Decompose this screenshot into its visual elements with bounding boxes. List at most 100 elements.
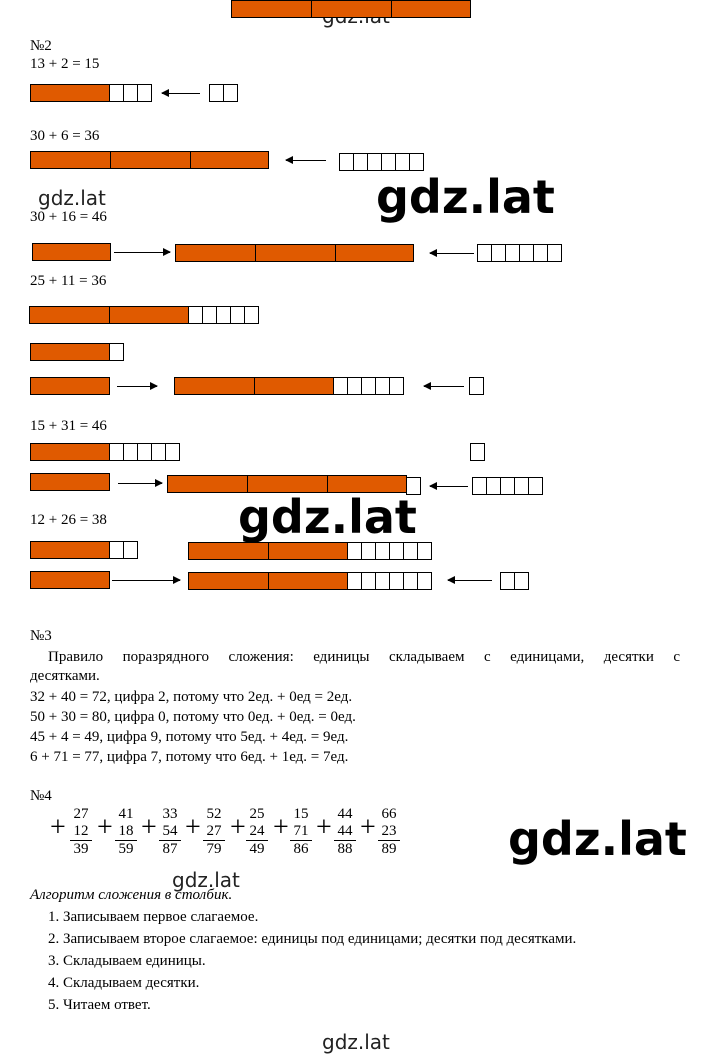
unit-cell — [151, 443, 166, 461]
unit-cell — [514, 572, 529, 590]
arrow-left-icon — [423, 382, 464, 390]
arrow-right-icon — [117, 382, 158, 390]
unit-cell — [361, 572, 376, 590]
column-addition: 15 71 86 — [290, 806, 312, 858]
unit-cell — [417, 572, 432, 590]
unit-cell — [514, 477, 529, 495]
unit-cell — [223, 84, 238, 102]
arrow-right-icon — [112, 576, 181, 584]
ten-bar — [188, 572, 348, 590]
unit-cell — [216, 306, 231, 324]
unit-cell — [406, 477, 421, 495]
watermark-small: gdz.lat — [172, 868, 240, 892]
ten-bar — [231, 0, 471, 18]
algorithm-step: 5. Читаем ответ. — [48, 997, 151, 1013]
plus-sign: + — [97, 812, 113, 843]
unit-cell — [417, 542, 432, 560]
column-addition: 33 54 87 — [159, 806, 181, 858]
unit-cell — [477, 244, 492, 262]
column-addition: 27 12 39 — [70, 806, 92, 858]
ten-bar — [30, 84, 110, 102]
arrow-left-icon — [429, 482, 468, 490]
unit-cell — [353, 153, 368, 171]
arrow-right-icon — [118, 479, 163, 487]
unit-cell — [389, 377, 404, 395]
unit-cell — [109, 541, 124, 559]
arrow-left-icon — [429, 249, 474, 257]
unit-cell — [533, 244, 548, 262]
unit-cell — [123, 84, 138, 102]
watermark-large: gdz.lat — [234, 490, 421, 544]
unit-cell — [505, 244, 520, 262]
unit-cell — [347, 377, 362, 395]
algorithm-step: 3. Складываем единицы. — [48, 953, 206, 969]
ten-bar — [175, 244, 414, 262]
ten-bar — [30, 343, 110, 361]
rule-text-line1: Правило поразрядного сложения: единицы с… — [48, 649, 680, 665]
algorithm-title: Алгоритм сложения в столбик. — [30, 887, 233, 903]
unit-cell — [486, 477, 501, 495]
ten-bar — [167, 475, 407, 493]
unit-cell — [123, 541, 138, 559]
ten-bar — [30, 541, 110, 559]
plus-sign: + — [360, 812, 376, 843]
example-line: 45 + 4 = 49, цифра 9, потому что 5ед. + … — [30, 729, 349, 745]
unit-cell — [409, 153, 424, 171]
equation: 12 + 26 = 38 — [30, 512, 107, 528]
unit-cell — [209, 84, 224, 102]
unit-cell — [528, 477, 543, 495]
equation: 30 + 16 = 46 — [30, 209, 107, 225]
ten-bar — [30, 473, 110, 491]
unit-cell — [389, 542, 404, 560]
unit-cell — [339, 153, 354, 171]
unit-cell — [375, 377, 390, 395]
equation: 30 + 6 = 36 — [30, 128, 100, 144]
unit-cell — [361, 377, 376, 395]
algorithm-step: 4. Складываем десятки. — [48, 975, 200, 991]
arrow-left-icon — [285, 156, 326, 164]
rule-text-line2: десятками. — [30, 668, 100, 684]
example-line: 6 + 71 = 77, цифра 7, потому что 6ед. + … — [30, 749, 349, 765]
column-addition: 52 27 79 — [203, 806, 225, 858]
plus-sign: + — [273, 812, 289, 843]
task4-heading: №4 — [30, 788, 52, 804]
unit-cell — [403, 572, 418, 590]
unit-cell — [109, 443, 124, 461]
algorithm-step: 1. Записываем первое слагаемое. — [48, 909, 259, 925]
column-addition: 44 44 88 — [334, 806, 356, 858]
arrow-right-icon — [114, 248, 171, 256]
ten-bar — [30, 377, 110, 395]
column-addition: 66 23 89 — [378, 806, 400, 858]
unit-cell — [333, 377, 348, 395]
unit-cell — [491, 244, 506, 262]
unit-cell — [109, 343, 124, 361]
equation: 13 + 2 = 15 — [30, 56, 100, 72]
ten-bar — [29, 306, 189, 324]
ten-bar — [30, 571, 110, 589]
watermark-large: gdz.lat — [508, 812, 687, 866]
column-addition: 25 24 49 — [246, 806, 268, 858]
ten-bar — [30, 443, 110, 461]
unit-cell — [500, 477, 515, 495]
unit-cell — [519, 244, 534, 262]
plus-sign: + — [316, 812, 332, 843]
equation: 15 + 31 = 46 — [30, 418, 107, 434]
plus-sign: + — [230, 812, 246, 843]
ten-bar — [174, 377, 334, 395]
ten-bar — [188, 542, 348, 560]
unit-cell — [389, 572, 404, 590]
unit-cell — [137, 443, 152, 461]
unit-cell — [137, 84, 152, 102]
watermark-large: gdz.lat — [376, 170, 555, 224]
example-line: 50 + 30 = 80, цифра 0, потому что 0ед. +… — [30, 709, 356, 725]
ten-bar — [30, 151, 269, 169]
unit-cell — [472, 477, 487, 495]
arrow-left-icon — [161, 89, 200, 97]
algorithm-step: 2. Записываем второе слагаемое: единицы … — [48, 931, 577, 947]
unit-cell — [547, 244, 562, 262]
unit-cell — [395, 153, 410, 171]
watermark-small: gdz.lat — [38, 186, 106, 210]
arrow-left-icon — [447, 576, 492, 584]
task3-heading: №3 — [30, 628, 52, 644]
unit-cell — [403, 542, 418, 560]
